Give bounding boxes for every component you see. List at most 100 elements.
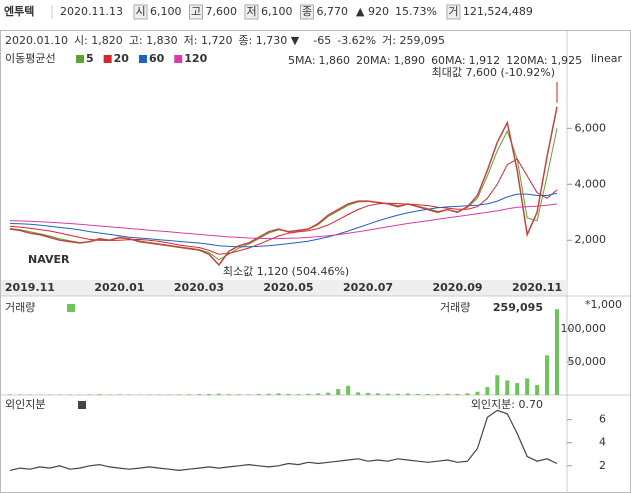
y-tick-label: 2,000 bbox=[575, 233, 607, 246]
x-tick-label: 2020.05 bbox=[263, 281, 313, 294]
legend-swatch bbox=[174, 55, 183, 63]
x-axis-band bbox=[1, 280, 567, 296]
stock-name: 엔투텍 bbox=[4, 4, 34, 18]
frame bbox=[0, 30, 631, 493]
x-tick-label: 2020.09 bbox=[432, 281, 482, 294]
header-label: 고 bbox=[191, 5, 201, 18]
volume-bar bbox=[465, 393, 470, 395]
info-open: 시: 1,820 bbox=[74, 34, 123, 47]
info-low: 저: 1,720 bbox=[184, 34, 233, 47]
volume-bar bbox=[276, 393, 281, 395]
volume-bar bbox=[555, 309, 559, 395]
label-box bbox=[189, 4, 203, 20]
header-label: 거 bbox=[448, 5, 458, 18]
volume-bar bbox=[316, 393, 321, 395]
volume-bar bbox=[236, 394, 241, 395]
volume-bar bbox=[475, 391, 480, 395]
volume-bar bbox=[346, 385, 351, 395]
y-tick-label: 2 bbox=[599, 459, 606, 472]
legend-label: 120 bbox=[184, 52, 207, 65]
y-tick-label: 100,000 bbox=[561, 322, 607, 335]
volume-bar bbox=[455, 393, 460, 395]
ma-value: 1,860 bbox=[319, 54, 351, 67]
y-tick-label: 4 bbox=[599, 436, 606, 449]
min-note: 최소값 1,120 (504.46%) bbox=[223, 265, 349, 278]
x-tick-label: 2019.11 bbox=[5, 281, 55, 294]
scale-label: linear bbox=[591, 52, 623, 65]
ma-label: 5MA: bbox=[288, 54, 316, 67]
ma-label: 20MA: bbox=[356, 54, 391, 67]
volume-bar bbox=[17, 394, 22, 395]
volume-bar bbox=[515, 383, 520, 395]
volume-bar bbox=[97, 394, 102, 395]
volume-bar bbox=[485, 387, 490, 395]
volume-bar bbox=[67, 394, 72, 395]
ma-value: 1,890 bbox=[394, 54, 426, 67]
label-box bbox=[446, 4, 461, 20]
panel-latest: 외인지분: 0.70 bbox=[471, 398, 543, 411]
ma-line bbox=[9, 192, 558, 248]
ownership-line bbox=[9, 409, 558, 472]
header-date: 2020.11.13 bbox=[60, 5, 123, 18]
x-tick-label: 2020.01 bbox=[94, 281, 144, 294]
info-high: 고: 1,830 bbox=[129, 34, 178, 47]
legend-label: 60 bbox=[149, 52, 165, 65]
volume-bar bbox=[395, 393, 400, 395]
ma-label: 120MA: bbox=[506, 54, 548, 67]
volume-bar bbox=[535, 385, 540, 395]
volume-bar bbox=[415, 393, 420, 395]
header-change-pct: 15.73% bbox=[395, 5, 437, 18]
volume-bar bbox=[206, 394, 211, 395]
watermark: NAVER bbox=[28, 253, 70, 266]
volume-bar bbox=[266, 393, 271, 395]
volume-bar bbox=[117, 394, 122, 395]
info-change-pct: -3.62% bbox=[337, 34, 376, 47]
info-volume: 거: 259,095 bbox=[382, 34, 445, 47]
volume-bar bbox=[545, 355, 550, 395]
info-change: -65 bbox=[313, 34, 331, 47]
info-date: 2020.01.10 bbox=[5, 34, 68, 47]
header-value: 6,100 bbox=[261, 5, 293, 18]
volume-bar bbox=[177, 394, 182, 395]
info-close: 종: 1,730 ▼ bbox=[238, 34, 299, 47]
volume-bar bbox=[405, 393, 410, 395]
max-note: 최대값 7,600 (-10.92%) bbox=[432, 66, 555, 79]
volume-bar bbox=[326, 392, 331, 395]
volume-bar bbox=[336, 389, 341, 395]
panel-latest: 259,095 bbox=[493, 301, 543, 314]
y-tick-label: 6,000 bbox=[575, 121, 607, 134]
header-change: ▲ 920 bbox=[356, 5, 389, 18]
header-label: 저 bbox=[246, 5, 256, 18]
legend-title: 이동평균선 bbox=[5, 52, 56, 65]
volume-bar bbox=[8, 394, 12, 395]
volume-bar bbox=[366, 393, 371, 395]
ma-label: 60MA: bbox=[431, 54, 466, 67]
header-value: 7,600 bbox=[206, 5, 238, 18]
volume-bar bbox=[505, 380, 510, 395]
x-tick-label: 2020.11 bbox=[512, 281, 562, 294]
volume-bar bbox=[495, 375, 500, 395]
volume-bar bbox=[286, 394, 291, 395]
legend-swatch bbox=[103, 55, 112, 63]
ma-value: 1,912 bbox=[469, 54, 501, 67]
volume-bar bbox=[187, 394, 192, 395]
volume-bar bbox=[296, 394, 301, 395]
legend-swatch bbox=[138, 55, 147, 63]
volume-bar bbox=[525, 378, 530, 395]
legend-swatch bbox=[76, 55, 84, 63]
y-tick-label: 50,000 bbox=[568, 355, 607, 368]
volume-bar bbox=[87, 394, 92, 395]
x-tick-label: 2020.03 bbox=[174, 281, 224, 294]
label-box bbox=[133, 4, 148, 20]
panel-title: 거래량 bbox=[5, 301, 35, 314]
panel-title: 외인지분 bbox=[5, 398, 45, 411]
volume-bar bbox=[196, 394, 201, 395]
volume-bar bbox=[306, 393, 311, 395]
volume-bar bbox=[375, 393, 380, 395]
y-tick-label: 6 bbox=[599, 413, 606, 426]
header-value: 121,524,489 bbox=[463, 5, 533, 18]
price-line bbox=[9, 106, 558, 267]
header-value: 6,770 bbox=[317, 5, 349, 18]
y-tick-label: 4,000 bbox=[575, 177, 607, 190]
label-box bbox=[300, 4, 314, 20]
